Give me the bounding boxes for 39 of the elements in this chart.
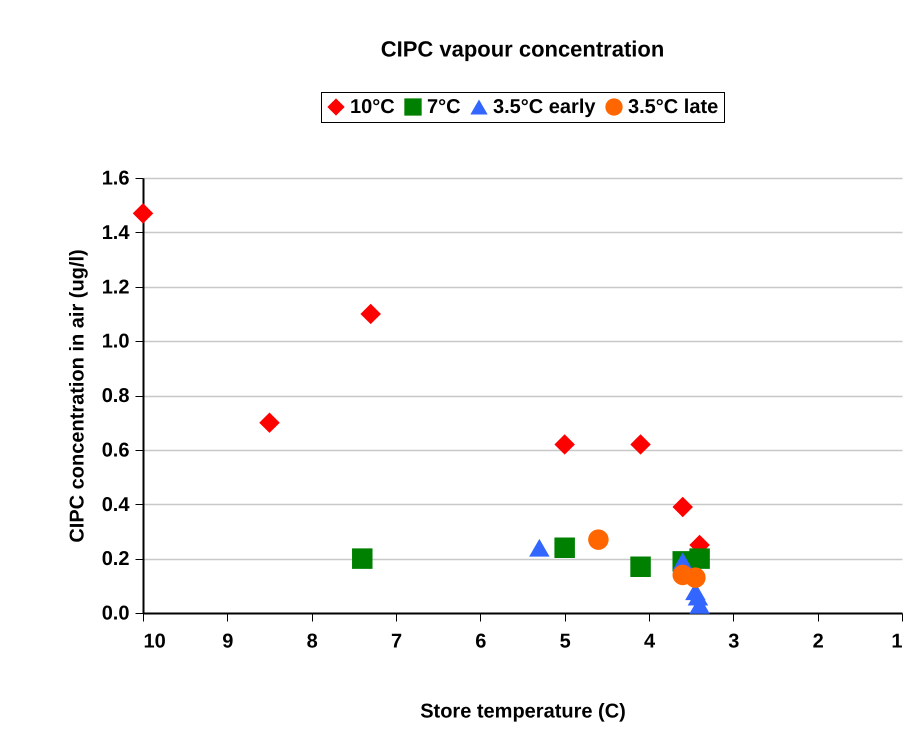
- legend-label: 3.5°C late: [628, 96, 718, 118]
- y-tick-label: 1.6: [102, 168, 130, 190]
- y-tick-label: 0.4: [102, 494, 130, 516]
- y-tick-label: 0.6: [102, 439, 130, 462]
- point: [630, 434, 651, 455]
- point: [529, 538, 550, 557]
- legend-label: 7°C: [427, 96, 461, 118]
- x-tick-label: 4: [644, 630, 656, 652]
- y-tick-label: 1.2: [102, 276, 130, 298]
- point: [259, 412, 280, 433]
- x-tick-label: 10: [144, 630, 166, 652]
- y-tick-label: 0.2: [102, 548, 130, 570]
- x-tick-label: 2: [812, 630, 824, 652]
- y-tick-label: 0.8: [102, 385, 130, 407]
- point: [360, 304, 381, 324]
- point: [689, 548, 710, 569]
- x-tick-label: 3: [728, 630, 740, 652]
- point: [672, 496, 693, 518]
- x-tick-label: 5: [560, 630, 571, 652]
- legend-label: 3.5°C early: [493, 96, 596, 118]
- point: [132, 203, 154, 224]
- x-tick-label: 1: [891, 630, 902, 652]
- x-tick-label: 8: [306, 630, 318, 652]
- point: [554, 538, 575, 558]
- y-axis-title: CIPC concentration in air (ug/l): [66, 249, 89, 543]
- x-tick-label: 9: [222, 630, 234, 652]
- point: [685, 567, 706, 588]
- y-tick-label: 1.4: [102, 222, 130, 244]
- x-tick-label: 6: [475, 630, 486, 652]
- y-tick-label: 1.0: [102, 330, 130, 353]
- point: [630, 556, 651, 578]
- point: [588, 529, 609, 550]
- legend-label: 10°C: [350, 96, 395, 118]
- x-tick-label: 7: [390, 630, 402, 652]
- point: [554, 434, 575, 455]
- chart-title: CIPC vapour concentration: [380, 36, 664, 62]
- point: [352, 548, 373, 569]
- y-tick-label: 0.0: [102, 602, 130, 624]
- x-axis-title: Store temperature (C): [420, 700, 626, 722]
